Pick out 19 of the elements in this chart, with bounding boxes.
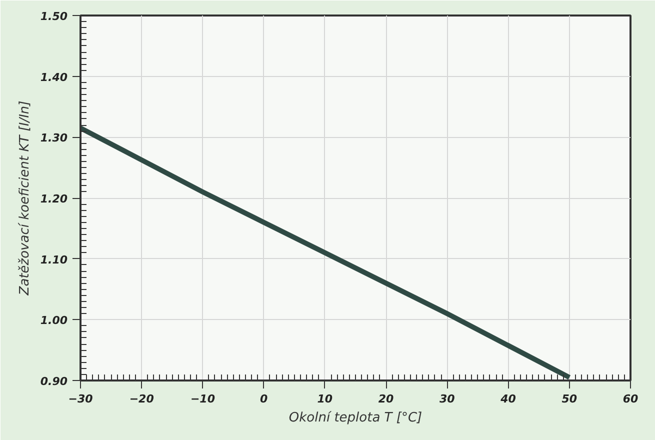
x-tick-label: −20 [129,392,154,406]
x-tick-label: 50 [562,392,578,406]
x-tick-label: −10 [190,392,216,406]
x-tick-label: 40 [500,392,516,406]
x-tick-label: 0 [260,392,268,406]
y-axis-title: Zatěžovací koeficient KT [I/In] [17,100,32,296]
x-axis-title: Okolní teplota T [°C] [288,410,422,426]
x-tick-label: 30 [440,392,456,406]
y-tick-label: 1.30 [40,132,68,145]
x-tick-label: 10 [317,392,333,406]
y-tick-label: 0.90 [40,375,68,388]
x-tick-label: 60 [622,392,638,406]
y-tick-label: 1.20 [40,192,68,206]
x-tick-label: −30 [68,392,94,406]
y-tick-label: 1.50 [40,10,68,23]
x-tick-label: 20 [378,392,394,406]
y-tick-label: 1.40 [40,70,68,84]
y-tick-label: 1.00 [40,314,68,328]
y-tick-label: 1.10 [40,253,68,266]
